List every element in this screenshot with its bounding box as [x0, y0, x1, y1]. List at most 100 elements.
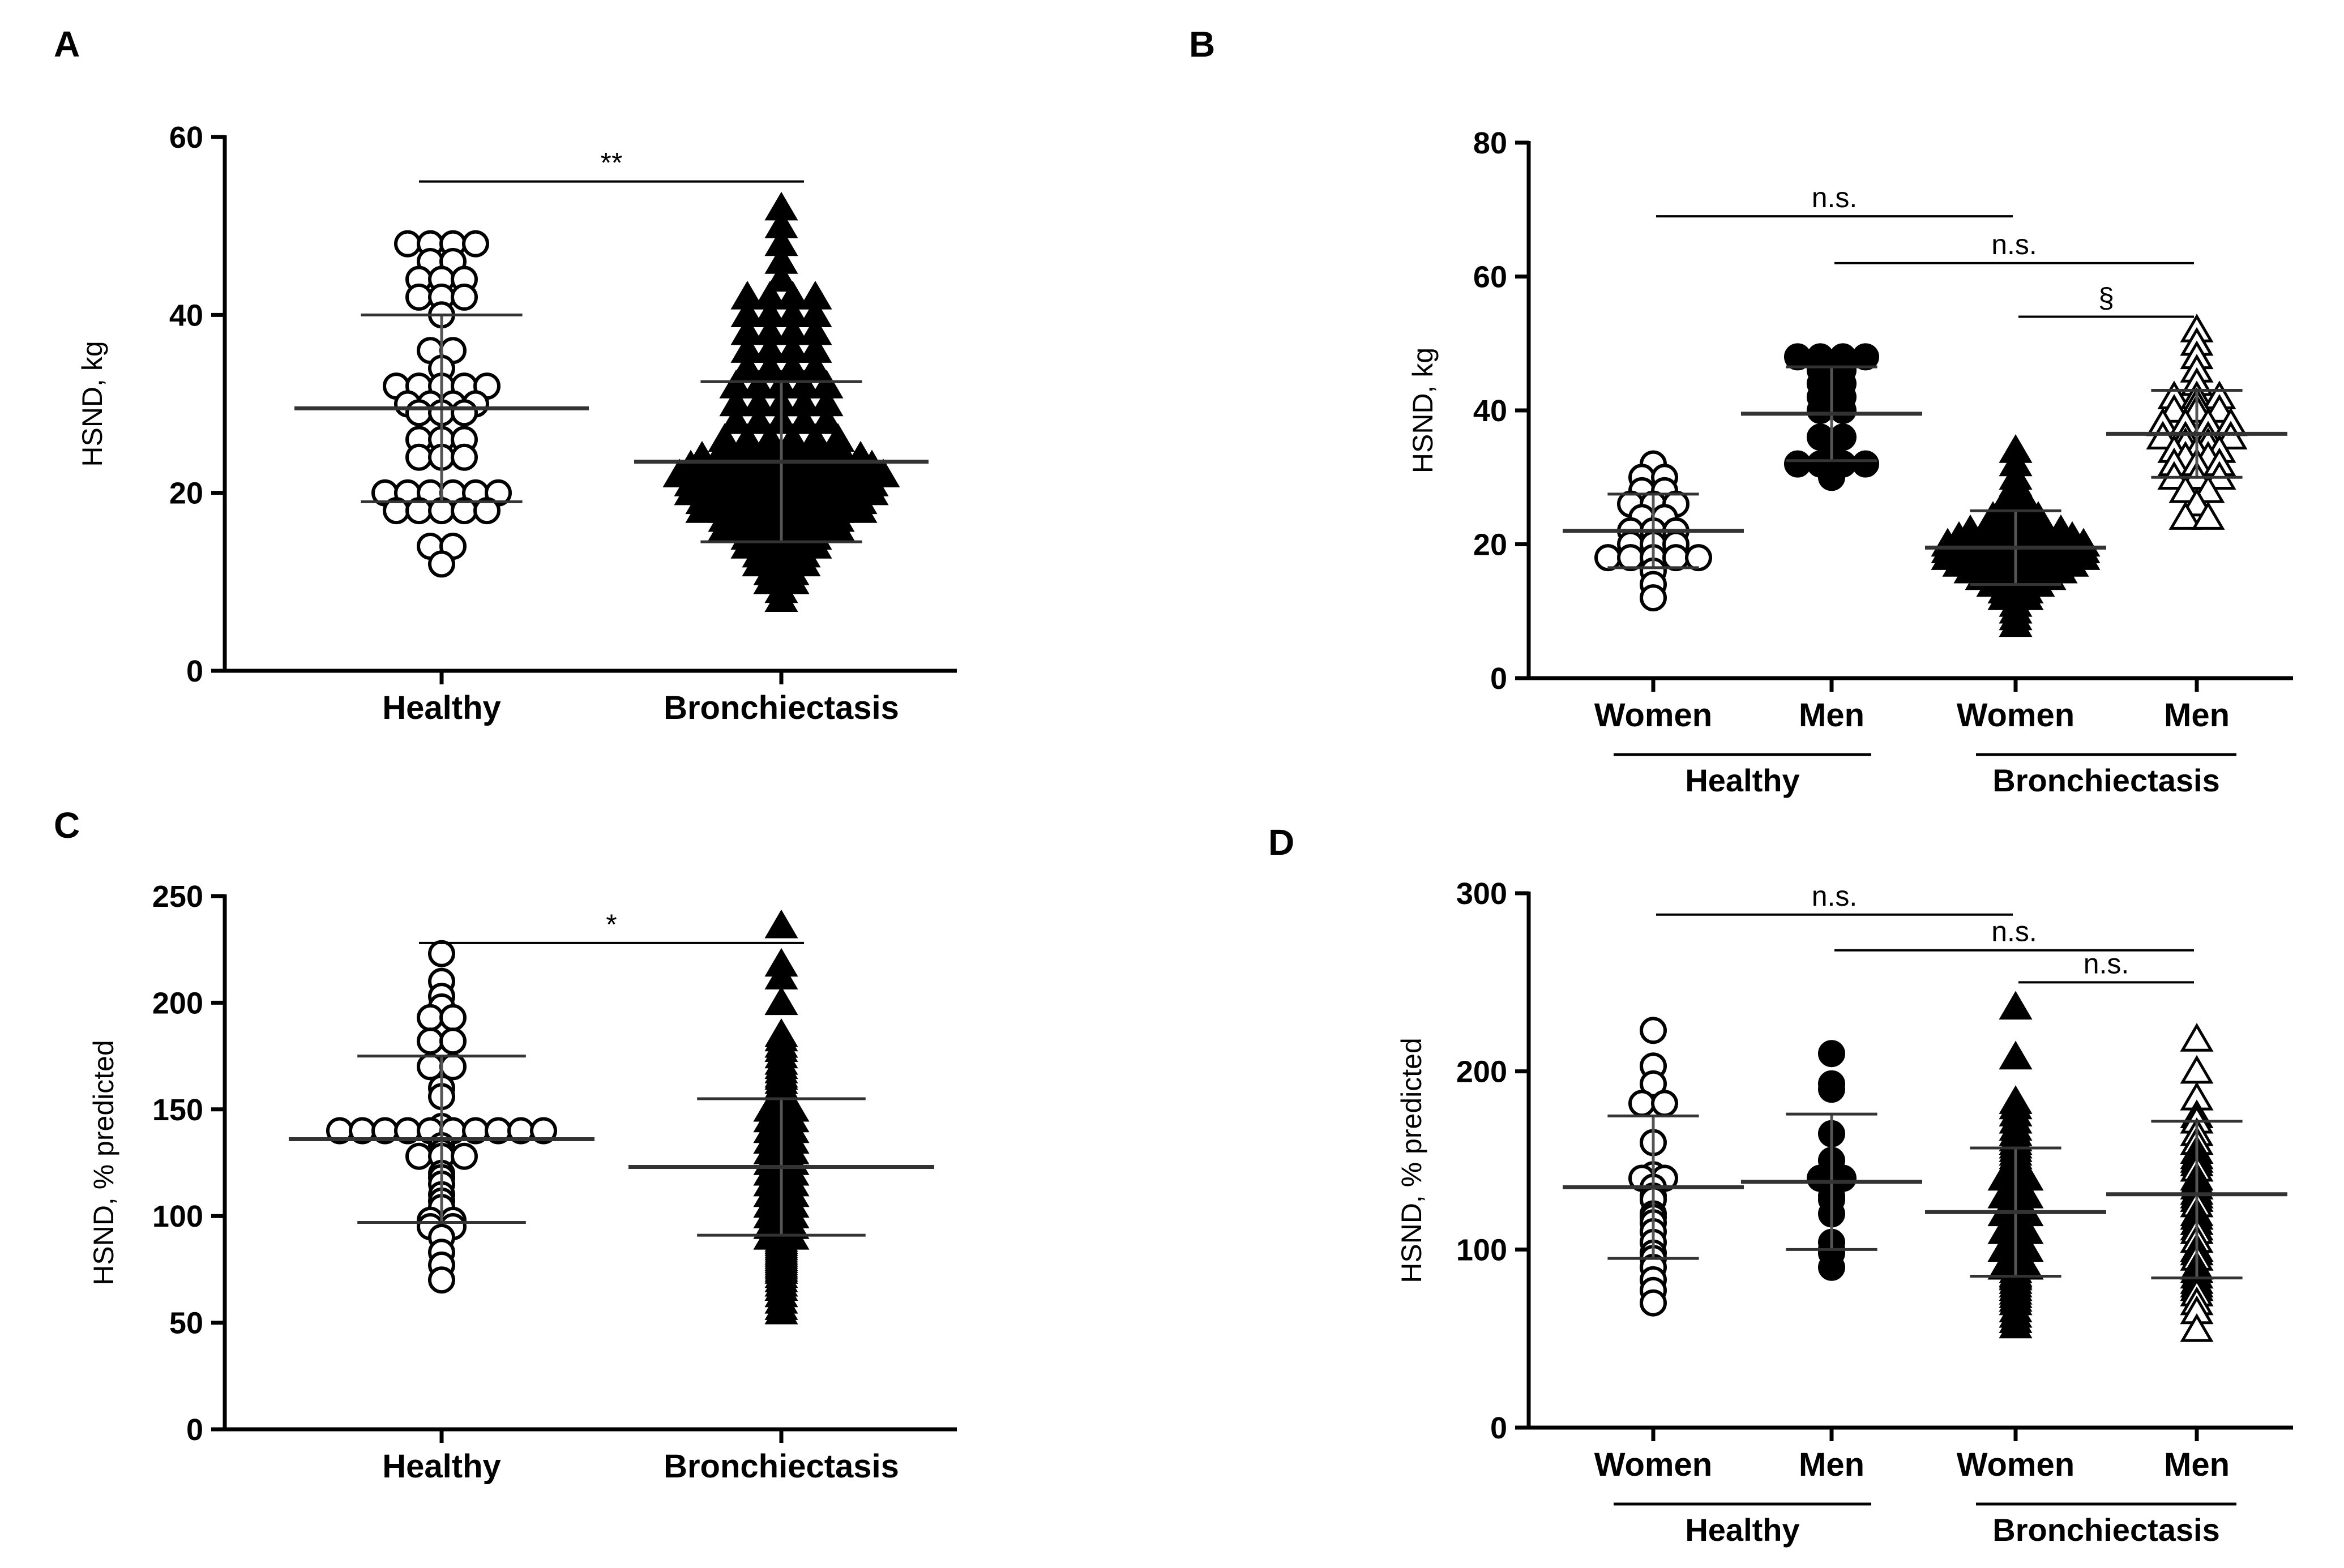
data-point	[764, 909, 798, 939]
data-point	[405, 443, 433, 471]
y-tick-label: 0	[1490, 662, 1507, 696]
x-category-label: Bronchiectasis	[664, 1448, 899, 1485]
significance-label: *	[606, 909, 617, 940]
y-tick-label: 60	[169, 121, 203, 155]
data-point	[730, 352, 764, 381]
data-point	[1685, 544, 1712, 572]
group-label: Bronchiectasis	[1992, 762, 2220, 798]
data-point	[394, 230, 421, 258]
x-category-label: Men	[2164, 1446, 2230, 1483]
y-tick-label: 60	[1473, 260, 1507, 294]
panel-letter: B	[1189, 24, 1215, 65]
data-point	[1999, 1040, 2033, 1070]
significance-label: **	[601, 147, 623, 179]
significance-label: §	[2098, 282, 2114, 314]
data-point	[1852, 343, 1879, 371]
y-tick-label: 0	[186, 654, 203, 688]
y-tick-label: 100	[1456, 1233, 1507, 1267]
data-point	[1818, 1253, 1845, 1281]
data-point	[405, 283, 433, 311]
y-tick-label: 20	[1473, 528, 1507, 562]
data-point	[1640, 1070, 1667, 1098]
y-tick-label: 0	[186, 1413, 203, 1447]
data-point	[685, 494, 719, 523]
x-category-label: Healthy	[382, 1448, 501, 1485]
panel-letter: D	[1268, 822, 1294, 863]
data-point	[1617, 544, 1644, 572]
group-label: Healthy	[1685, 1512, 1799, 1548]
data-point	[1640, 1017, 1667, 1044]
data-point	[1999, 1309, 2033, 1339]
data-point	[451, 443, 478, 471]
data-point	[1784, 450, 1811, 478]
x-category-label: Women	[1957, 697, 2074, 734]
x-category-label: Bronchiectasis	[664, 689, 899, 726]
x-category-label: Women	[1957, 1446, 2074, 1483]
y-axis-title: HSND, % predicted	[88, 1040, 119, 1286]
x-category-label: Women	[1594, 697, 1712, 734]
data-point	[473, 497, 501, 525]
panel-c: C 0 50 100 150 200 250 HSND, % predicted Healthy…	[54, 805, 957, 1485]
x-category-label: Men	[1799, 697, 1864, 734]
y-tick-label: 250	[152, 880, 203, 914]
y-tick-label: 200	[1456, 1055, 1507, 1089]
data-point	[405, 1142, 433, 1170]
data-point	[1628, 1090, 1656, 1117]
data-point	[530, 1117, 557, 1145]
data-point	[439, 1004, 467, 1031]
significance-label: n.s.	[1991, 916, 2037, 948]
data-point	[451, 1142, 478, 1170]
data-point	[1662, 544, 1689, 572]
group-label: Bronchiectasis	[1992, 1512, 2220, 1548]
data-point	[798, 352, 832, 381]
data-point	[439, 1027, 467, 1055]
data-point	[1807, 397, 1834, 424]
y-tick-label: 50	[169, 1306, 203, 1340]
y-tick-label: 80	[1473, 126, 1507, 160]
significance-label: n.s.	[1812, 182, 1858, 213]
data-point	[2180, 1055, 2214, 1084]
group-label: Healthy	[1685, 762, 1799, 798]
panel-letter: C	[54, 805, 80, 846]
y-axis-title: HSND, kg	[1407, 348, 1439, 473]
data-point	[742, 405, 776, 434]
data-point	[417, 1004, 444, 1031]
data-point	[405, 399, 433, 427]
data-point	[1640, 1289, 1667, 1317]
y-axis-title: HSND, % predicted	[1396, 1038, 1427, 1283]
data-point	[1818, 1040, 1845, 1068]
panel-a: A 0 20 40 60 HSND, kg Healthy Bronchiectasis **	[54, 24, 957, 726]
data-point	[2191, 501, 2225, 530]
data-point	[764, 583, 798, 612]
data-point	[1999, 608, 2033, 637]
data-point	[719, 405, 753, 434]
significance-label: n.s.	[1991, 229, 2037, 260]
x-category-label: Men	[1799, 1446, 1864, 1483]
y-tick-label: 150	[152, 1093, 203, 1127]
x-category-label: Men	[2164, 697, 2230, 734]
data-point	[1818, 1076, 1845, 1103]
data-point	[1818, 464, 1845, 491]
data-point	[417, 1027, 444, 1055]
panel-letter: A	[54, 24, 80, 65]
y-tick-label: 40	[1473, 394, 1507, 428]
y-tick-label: 40	[169, 298, 203, 332]
data-point	[428, 940, 455, 967]
data-point	[428, 550, 455, 578]
data-point	[821, 512, 855, 541]
y-tick-label: 0	[1490, 1411, 1507, 1445]
y-tick-label: 300	[1456, 877, 1507, 911]
x-category-label: Women	[1594, 1446, 1712, 1483]
data-point	[1594, 544, 1622, 572]
y-tick-label: 100	[152, 1199, 203, 1233]
data-point	[764, 263, 798, 292]
y-axis-title: HSND, kg	[76, 341, 108, 466]
data-point	[2180, 1023, 2214, 1052]
data-point	[2168, 501, 2202, 530]
data-point	[844, 494, 878, 523]
x-category-label: Healthy	[382, 689, 501, 726]
data-point	[708, 512, 742, 541]
data-point	[1651, 1090, 1678, 1117]
